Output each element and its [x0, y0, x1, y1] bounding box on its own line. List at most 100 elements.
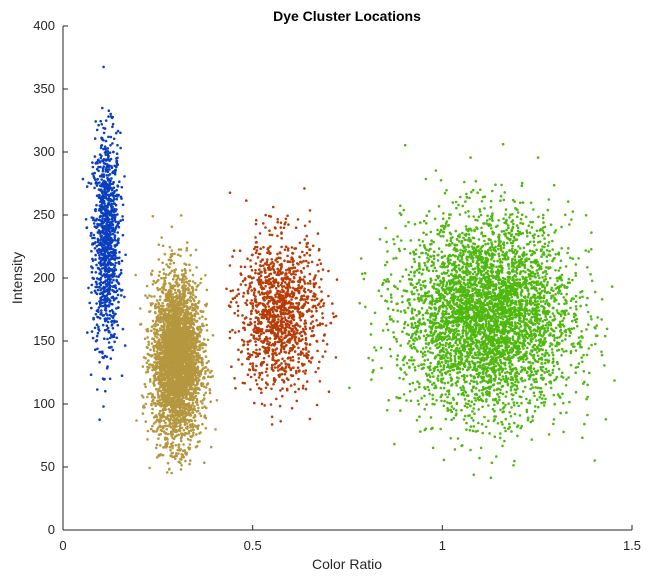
data-point	[193, 405, 196, 408]
data-point	[171, 331, 175, 335]
data-point	[205, 361, 209, 365]
data-point	[110, 238, 113, 241]
data-point	[154, 387, 158, 391]
data-point	[170, 451, 174, 455]
data-point	[113, 234, 117, 237]
data-point	[112, 289, 115, 293]
data-point	[114, 286, 118, 290]
data-point	[189, 326, 192, 329]
data-point	[204, 304, 208, 308]
data-point	[106, 156, 110, 160]
data-point	[115, 152, 119, 155]
data-point	[177, 400, 181, 404]
data-point	[188, 269, 192, 272]
data-point	[165, 399, 169, 402]
data-point	[184, 312, 188, 315]
data-point	[172, 437, 176, 441]
data-point	[184, 308, 188, 312]
data-point	[197, 301, 200, 305]
data-point	[192, 293, 195, 297]
data-point	[104, 275, 107, 279]
data-point	[185, 397, 189, 400]
data-point	[97, 123, 100, 127]
data-point	[178, 278, 182, 281]
data-point	[184, 426, 188, 430]
data-point	[187, 402, 191, 405]
data-point	[316, 232, 320, 235]
data-point	[85, 185, 89, 188]
data-point	[314, 274, 317, 277]
data-point	[105, 222, 108, 226]
data-point	[162, 419, 166, 423]
data-point	[189, 375, 193, 378]
data-point	[168, 375, 171, 379]
data-point	[162, 383, 165, 386]
data-point	[170, 388, 173, 391]
data-point	[198, 372, 201, 375]
data-point	[146, 296, 149, 300]
data-point	[297, 337, 301, 340]
data-point	[148, 366, 151, 369]
data-point	[93, 247, 97, 250]
data-point	[146, 327, 149, 331]
data-point	[97, 306, 101, 309]
data-point	[258, 293, 262, 296]
data-point	[104, 300, 108, 304]
data-point	[175, 378, 179, 382]
data-point	[171, 344, 174, 348]
data-point	[175, 419, 179, 422]
data-point	[170, 309, 173, 313]
data-point	[200, 359, 204, 363]
data-point	[192, 372, 196, 375]
data-point	[149, 380, 152, 383]
data-point	[181, 321, 185, 325]
data-point	[97, 267, 100, 270]
data-point	[169, 259, 172, 262]
data-point	[100, 224, 104, 228]
data-point	[176, 344, 180, 348]
data-point	[152, 349, 156, 353]
data-point	[158, 360, 162, 363]
data-point	[171, 418, 174, 422]
data-point	[170, 334, 173, 338]
data-point	[297, 377, 300, 381]
data-point	[113, 269, 116, 272]
data-point	[91, 336, 95, 340]
data-point	[169, 314, 172, 317]
data-point	[162, 358, 165, 362]
data-point	[159, 432, 162, 436]
data-point	[173, 273, 177, 277]
data-point	[188, 296, 192, 299]
data-point	[158, 424, 162, 427]
data-point	[100, 144, 104, 147]
data-point	[161, 388, 165, 392]
data-point	[183, 449, 186, 452]
data-point	[154, 340, 157, 343]
data-point	[305, 234, 309, 238]
data-point	[105, 166, 108, 169]
data-point	[161, 302, 164, 305]
data-point	[105, 246, 109, 250]
data-point	[104, 119, 108, 122]
data-point	[179, 313, 183, 317]
data-point	[144, 294, 147, 297]
data-point	[114, 194, 117, 198]
data-point	[110, 302, 113, 306]
data-point	[204, 372, 207, 375]
data-point	[144, 402, 148, 406]
data-point	[169, 448, 172, 452]
data-point	[116, 213, 119, 216]
data-point	[115, 188, 118, 192]
data-point	[156, 392, 160, 396]
data-point	[169, 255, 172, 259]
data-point	[274, 286, 278, 290]
data-point	[153, 311, 157, 314]
data-point	[96, 237, 100, 241]
data-point	[120, 374, 124, 378]
data-point	[161, 325, 164, 329]
data-point	[179, 301, 182, 305]
data-point	[111, 122, 115, 126]
data-point	[176, 330, 179, 334]
data-point	[96, 158, 100, 162]
data-point	[96, 288, 100, 292]
